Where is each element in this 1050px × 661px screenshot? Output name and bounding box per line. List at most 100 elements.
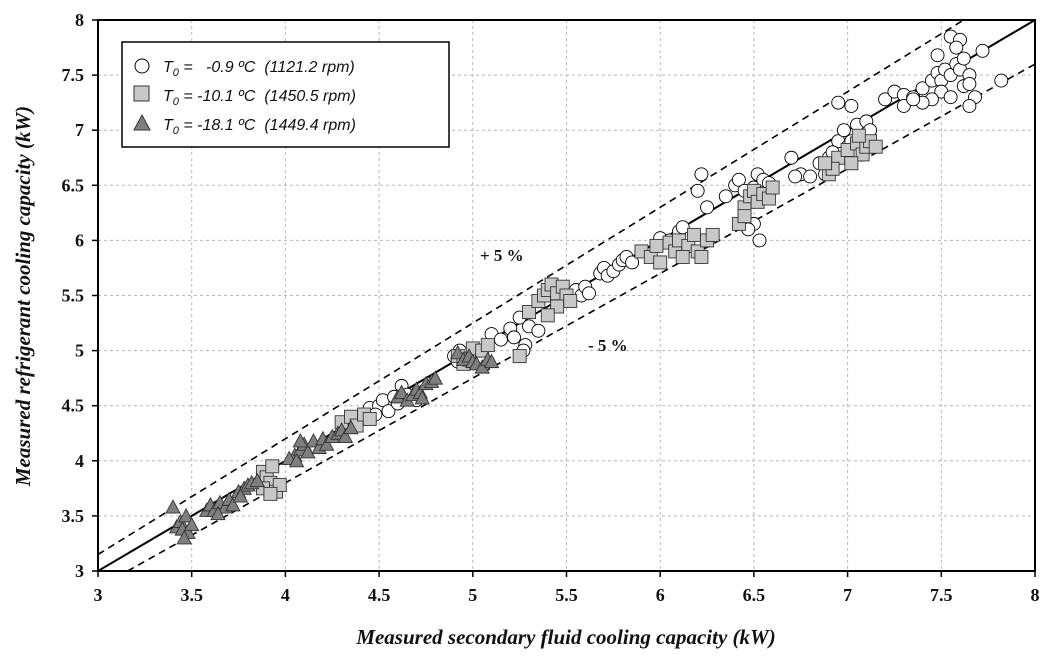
point-series-1	[949, 40, 964, 55]
point-series-1	[975, 43, 990, 58]
y-tick-label: 7	[75, 120, 84, 140]
point-series-3	[178, 507, 194, 523]
legend-entry-1: T0 = -0.9 ºC (1121.2 rpm)	[163, 59, 355, 79]
legend-entry-2: T0 = -10.1 ºC (1450.5 rpm)	[163, 88, 356, 108]
point-series-3	[176, 529, 192, 545]
point-series-2	[844, 156, 859, 171]
point-series-1	[831, 95, 846, 110]
point-series-2	[480, 338, 495, 353]
point-series-3	[483, 353, 500, 369]
point-series-1	[493, 332, 508, 347]
point-series-3	[414, 390, 430, 405]
point-series-2	[653, 255, 668, 270]
point-series-2	[818, 156, 833, 171]
point-series-2	[512, 349, 527, 364]
point-series-1	[994, 73, 1009, 88]
point-series-1	[836, 123, 851, 138]
point-series-1	[803, 169, 818, 184]
legend-circle-marker	[134, 58, 150, 74]
data-points	[165, 29, 1009, 545]
x-tick-label: 6	[656, 585, 665, 605]
point-series-3	[337, 428, 354, 444]
point-series-3	[210, 505, 226, 521]
point-series-3	[288, 452, 305, 468]
y-tick-label: 7.5	[62, 65, 85, 85]
point-series-3	[393, 384, 410, 399]
point-series-2	[563, 294, 578, 308]
y-axis-label: Measured refrigerant cooling capacity (k…	[11, 106, 35, 487]
legend-triangle-marker	[133, 113, 151, 131]
x-tick-label: 8	[1031, 585, 1040, 605]
point-series-3	[292, 433, 309, 448]
point-series-1	[962, 99, 977, 113]
y-tick-label: 3.5	[62, 506, 85, 526]
point-series-3	[318, 436, 335, 451]
point-series-1	[962, 76, 977, 91]
y-axis-ticks: 3 3.5 4 4.5 5 5.5 6 6.5 7 7.5 8	[62, 10, 98, 581]
legend-entry-3: T0 = -18.1 ºC (1449.4 rpm)	[163, 117, 356, 137]
point-series-2	[686, 227, 701, 242]
point-series-1	[896, 99, 911, 113]
point-series-1	[690, 183, 705, 198]
point-series-1	[531, 323, 546, 338]
point-series-1	[844, 99, 859, 113]
x-tick-label: 4	[281, 585, 290, 605]
point-series-1	[625, 255, 640, 270]
point-series-2	[694, 249, 709, 264]
x-tick-label: 6.5	[743, 585, 766, 605]
point-series-2	[675, 249, 690, 264]
point-series-1	[694, 167, 709, 182]
point-series-2	[737, 209, 752, 224]
point-series-2	[522, 305, 536, 319]
point-series-2	[868, 139, 883, 154]
x-tick-label: 5.5	[555, 585, 578, 605]
x-axis-ticks: 3 3.5 4 4.5 5 5.5 6 6.5 7 7.5 8	[94, 571, 1040, 605]
point-series-1	[788, 169, 803, 184]
point-series-2	[362, 411, 377, 426]
y-tick-label: 8	[75, 10, 84, 30]
point-series-1	[507, 330, 521, 345]
y-tick-label: 3	[75, 561, 84, 581]
point-series-1	[752, 233, 767, 248]
point-series-1	[718, 189, 733, 204]
legend-box	[121, 41, 450, 148]
point-series-1	[731, 172, 746, 187]
y-tick-label: 6	[75, 230, 84, 250]
x-axis-label: Measured secondary fluid cooling capacit…	[355, 625, 775, 649]
x-tick-label: 5	[468, 585, 477, 605]
point-series-2	[705, 227, 720, 242]
y-tick-label: 4	[75, 451, 84, 471]
point-series-3	[343, 419, 359, 435]
point-series-1	[381, 404, 396, 419]
x-tick-label: 3.5	[180, 585, 203, 605]
point-series-1	[878, 92, 893, 107]
point-series-1	[915, 81, 930, 96]
point-series-2	[540, 308, 555, 323]
point-series-3	[427, 370, 444, 385]
point-series-3	[165, 499, 181, 514]
point-series-1	[930, 48, 945, 63]
x-tick-label: 3	[94, 585, 103, 605]
point-series-1	[956, 51, 971, 66]
point-series-2	[851, 128, 866, 143]
point-series-3	[225, 496, 241, 512]
point-series-2	[765, 180, 780, 195]
point-series-1	[906, 92, 921, 107]
y-tick-label: 5	[75, 341, 84, 361]
x-tick-label: 7	[843, 585, 852, 605]
point-series-2	[649, 238, 664, 253]
y-tick-label: 4.5	[62, 396, 85, 416]
legend: T0 = -0.9 ºC (1121.2 rpm) T0 = -10.1 ºC …	[121, 41, 450, 148]
point-series-2	[263, 486, 278, 501]
legend-square-marker	[133, 85, 150, 102]
point-series-1	[582, 286, 596, 301]
annotation-minus-5: - 5 %	[588, 336, 628, 355]
point-series-1	[943, 90, 958, 105]
point-series-1	[700, 200, 714, 215]
point-series-3	[183, 516, 200, 532]
point-series-3	[249, 472, 266, 488]
y-tick-label: 5.5	[62, 286, 85, 306]
point-series-3	[300, 444, 316, 459]
plus-5-percent-line	[97, 19, 965, 556]
point-series-1	[784, 150, 799, 165]
